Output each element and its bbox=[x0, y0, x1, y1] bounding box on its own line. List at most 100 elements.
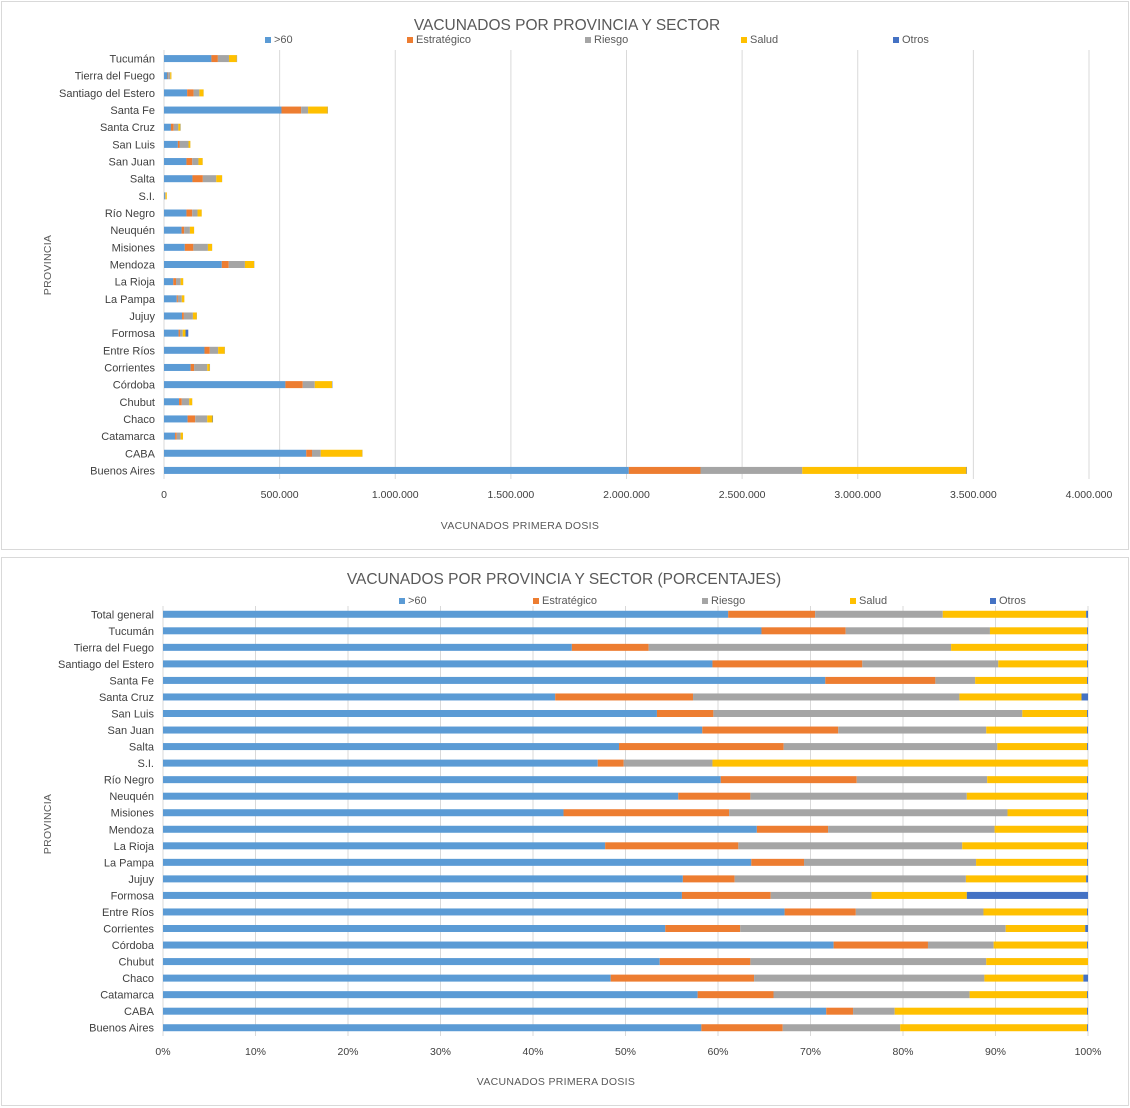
bar-segment-otros bbox=[1085, 925, 1088, 932]
x-tick-label: 1.000.000 bbox=[372, 489, 419, 501]
category-label: Formosa bbox=[111, 890, 155, 902]
bar-segment-salud bbox=[180, 278, 184, 286]
bar-segment-otros bbox=[1087, 627, 1088, 635]
bar-segment-riesgo bbox=[838, 726, 987, 734]
bar-segment-60 bbox=[164, 72, 168, 80]
x-tick-label: 100% bbox=[1075, 1046, 1102, 1058]
category-label: Río Negro bbox=[104, 775, 154, 787]
category-label: San Luis bbox=[111, 709, 154, 721]
x-tick-label: 500.000 bbox=[261, 489, 299, 501]
bar-segment-60 bbox=[164, 346, 205, 354]
bar-segment-estrategico bbox=[167, 72, 169, 80]
bar-segment-estrategico bbox=[756, 825, 829, 833]
bar-segment-60 bbox=[164, 261, 222, 268]
bar-segment-riesgo bbox=[773, 991, 970, 999]
category-label: CABA bbox=[124, 1006, 155, 1018]
bar-segment-riesgo bbox=[782, 1024, 901, 1032]
category-label: Río Negro bbox=[105, 208, 155, 220]
category-label: Santa Cruz bbox=[99, 692, 154, 704]
bar-segment-60 bbox=[164, 243, 185, 251]
legend: >60 Estratégico Riesgo Salud Otros bbox=[399, 595, 1026, 607]
bar-segment-salud bbox=[244, 261, 255, 268]
bar-segment-estrategico bbox=[701, 1024, 783, 1032]
legend-label-60: >60 bbox=[274, 34, 293, 46]
x-tick-label: 1.500.000 bbox=[488, 489, 535, 501]
bar-segment-60 bbox=[163, 676, 826, 684]
bar-segment-60 bbox=[163, 776, 721, 784]
bar-segment-estrategico bbox=[182, 312, 184, 320]
bar-segment-riesgo bbox=[853, 1007, 895, 1015]
bar-segment-otros bbox=[1081, 693, 1088, 701]
chart-panel-absolute: VACUNADOS POR PROVINCIA Y SECTOR >60 Estr… bbox=[1, 1, 1129, 550]
bar-segment-60 bbox=[164, 295, 177, 303]
bar-segment-60 bbox=[163, 925, 666, 932]
bar-segment-riesgo bbox=[783, 743, 998, 751]
bar-segment-otros bbox=[1087, 660, 1088, 668]
category-label: Buenos Aires bbox=[89, 1023, 154, 1035]
bar-segment-riesgo bbox=[301, 106, 309, 114]
bar-segment-otros bbox=[1087, 776, 1088, 784]
category-label: Neuquén bbox=[110, 225, 155, 237]
bar-segment-60 bbox=[163, 1024, 702, 1032]
bar-segment-riesgo bbox=[181, 398, 190, 406]
bar-segment-60 bbox=[163, 693, 556, 701]
bar-segment-estrategico bbox=[190, 363, 195, 371]
category-label: S.I. bbox=[138, 191, 155, 203]
bar-segment-60 bbox=[163, 809, 564, 817]
bar-segment-riesgo bbox=[168, 72, 171, 80]
bar-segment-otros bbox=[1087, 1024, 1088, 1032]
x-tick-label: 20% bbox=[337, 1046, 358, 1058]
bar-segment-salud bbox=[1007, 809, 1088, 817]
bar-segment-riesgo bbox=[217, 55, 229, 63]
bar-segment-estrategico bbox=[728, 610, 816, 618]
category-label: Córdoba bbox=[112, 940, 155, 952]
category-label: San Luis bbox=[112, 139, 155, 151]
chart-absolute: VACUNADOS POR PROVINCIA Y SECTOR >60 Estr… bbox=[42, 17, 1113, 532]
x-tick-label: 60% bbox=[707, 1046, 728, 1058]
bar-segment-otros bbox=[1087, 991, 1088, 999]
bar-segment-estrategico bbox=[697, 991, 774, 999]
x-tick-label: 0 bbox=[161, 489, 167, 501]
bar-segment-riesgo bbox=[177, 295, 182, 303]
bar-segment-estrategico bbox=[702, 726, 839, 734]
bar-segment-riesgo bbox=[738, 842, 963, 850]
bar-segment-60 bbox=[163, 858, 752, 866]
bar-segment-salud bbox=[1022, 710, 1088, 717]
bar-segment-salud bbox=[989, 627, 1088, 635]
bar-segment-riesgo bbox=[623, 759, 713, 767]
bar-segment-60 bbox=[164, 449, 307, 457]
bar-segment-salud bbox=[198, 158, 203, 166]
bar-segment-riesgo bbox=[192, 158, 199, 166]
category-label: Misiones bbox=[111, 808, 155, 820]
bar-segment-salud bbox=[207, 243, 213, 251]
bar-segment-60 bbox=[163, 759, 598, 767]
bar-segment-salud bbox=[712, 759, 1088, 767]
bar-segment-otros bbox=[1087, 825, 1088, 833]
bar-segment-60 bbox=[164, 415, 188, 423]
x-tick-label: 80% bbox=[892, 1046, 913, 1058]
bar-segment-riesgo bbox=[179, 140, 189, 148]
category-label: Jujuy bbox=[129, 311, 155, 323]
legend-swatch-60 bbox=[399, 598, 405, 604]
legend-swatch-estrategico bbox=[407, 37, 413, 43]
bar-segment-salud bbox=[182, 329, 186, 337]
bar-segment-otros bbox=[1087, 809, 1088, 817]
bar-segment-salud bbox=[802, 466, 967, 474]
chart-title: VACUNADOS POR PROVINCIA Y SECTOR bbox=[414, 17, 720, 34]
bar-segment-salud bbox=[969, 991, 1088, 999]
bar-segment-estrategico bbox=[826, 1007, 854, 1015]
bar-segment-salud bbox=[199, 89, 204, 97]
category-label: San Juan bbox=[109, 157, 155, 169]
category-label: La Pampa bbox=[104, 857, 155, 869]
bar-segment-riesgo bbox=[855, 908, 984, 916]
category-label: CABA bbox=[125, 448, 156, 460]
bar-segment-salud bbox=[962, 842, 1088, 850]
category-label: Misiones bbox=[112, 242, 156, 254]
bar-segment-estrategico bbox=[192, 175, 203, 183]
tick-labels: 0 500.000 1.000.000 1.500.000 2.000.000 2.500… bbox=[161, 489, 1112, 501]
bar-segment-salud bbox=[1005, 925, 1086, 932]
legend-label-riesgo: Riesgo bbox=[594, 34, 628, 46]
category-label: La Rioja bbox=[115, 277, 156, 289]
bar-segment-riesgo bbox=[754, 974, 985, 982]
bar-segment-salud bbox=[189, 226, 195, 234]
